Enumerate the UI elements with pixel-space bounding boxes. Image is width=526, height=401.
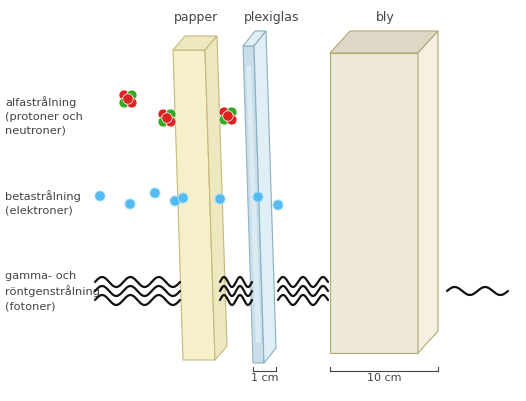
Circle shape: [127, 90, 137, 100]
Polygon shape: [246, 66, 261, 343]
Circle shape: [223, 111, 233, 121]
Circle shape: [166, 109, 176, 119]
Text: papper: papper: [174, 11, 218, 24]
Text: bly: bly: [376, 11, 394, 24]
Circle shape: [215, 194, 225, 204]
Circle shape: [227, 107, 237, 117]
Polygon shape: [243, 46, 264, 363]
Circle shape: [227, 115, 237, 125]
Polygon shape: [330, 53, 418, 353]
Polygon shape: [330, 31, 438, 53]
Circle shape: [150, 188, 160, 198]
Text: 10 cm: 10 cm: [367, 373, 401, 383]
Circle shape: [119, 97, 129, 108]
Circle shape: [219, 107, 229, 117]
Circle shape: [158, 109, 168, 119]
Text: plexiglas: plexiglas: [244, 11, 300, 24]
Circle shape: [119, 90, 129, 100]
Text: 1 cm: 1 cm: [251, 373, 278, 383]
Circle shape: [125, 199, 135, 209]
Polygon shape: [418, 31, 438, 353]
Circle shape: [219, 115, 229, 125]
Circle shape: [170, 196, 180, 206]
Polygon shape: [173, 50, 215, 360]
Text: betastrålning
(elektroner): betastrålning (elektroner): [5, 190, 81, 216]
Circle shape: [95, 191, 105, 201]
Circle shape: [273, 200, 283, 210]
Polygon shape: [173, 36, 217, 50]
Polygon shape: [205, 36, 227, 360]
Circle shape: [162, 113, 172, 123]
Circle shape: [253, 192, 263, 202]
Circle shape: [127, 97, 137, 108]
Circle shape: [166, 117, 176, 127]
Circle shape: [158, 117, 168, 127]
Text: gamma- och
röntgenstrålning
(fotoner): gamma- och röntgenstrålning (fotoner): [5, 271, 100, 312]
Polygon shape: [243, 31, 266, 46]
Text: alfastrålning
(protoner och
neutroner): alfastrålning (protoner och neutroner): [5, 96, 83, 136]
Polygon shape: [254, 31, 276, 363]
Circle shape: [123, 94, 133, 104]
Circle shape: [178, 193, 188, 203]
